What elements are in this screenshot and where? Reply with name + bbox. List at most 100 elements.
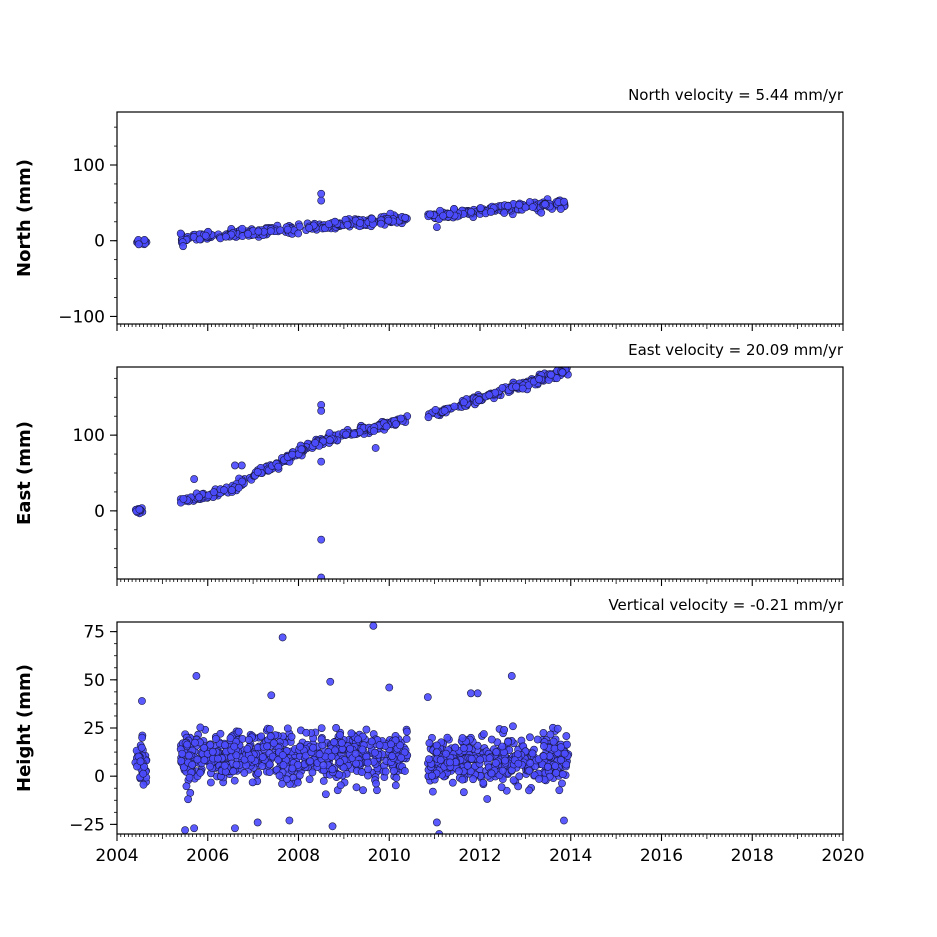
data-point [485,391,494,399]
data-point [184,795,192,804]
data-point [278,751,287,760]
data-point [275,771,284,780]
data-point [285,816,294,825]
data-point [278,779,286,788]
data-point [440,406,449,415]
data-point [473,689,482,698]
data-point [358,768,366,777]
data-point [549,737,558,746]
data-point [546,730,555,739]
data-point [479,730,488,738]
data-point [237,461,246,470]
data-point [391,781,400,790]
data-point [176,229,185,238]
x-tick-label: 2014 [549,846,592,866]
data-point [458,775,467,784]
y-tick-label: 25 [83,719,105,739]
data-point [498,384,507,392]
data-point [191,738,199,747]
data-point [550,744,559,753]
data-point [265,725,274,733]
data-point [526,733,534,742]
data-point [265,768,274,776]
data-point [278,633,287,642]
x-ticks [116,834,844,841]
data-point [328,822,337,831]
data-point [526,759,535,768]
data-point [539,752,548,761]
y-tick-label: 0 [94,767,105,787]
data-point [432,741,441,750]
data-point [196,723,205,732]
y-tick-label: 75 [83,623,105,643]
data-point [501,756,509,765]
data-point [432,223,441,231]
data-point [397,753,406,762]
data-point [558,770,567,779]
data-point [364,765,372,774]
data-point [136,757,145,766]
data-point [231,461,239,470]
data-point [450,402,459,411]
data-point [317,407,326,415]
data-point [351,749,360,758]
data-point [209,488,218,497]
data-point [514,759,523,768]
data-point [244,735,253,744]
data-point [487,769,496,778]
data-point [425,739,434,747]
data-point [331,217,339,226]
data-point [504,737,512,746]
data-point [230,776,239,785]
data-point [562,760,571,769]
data-point [507,672,516,680]
data-point [543,762,552,771]
data-point [547,370,555,379]
data-point [196,768,205,777]
data-point [269,739,278,748]
data-point [347,729,356,738]
velocity-title: North velocity = 5.44 mm/yr [628,86,844,104]
data-point [436,756,445,764]
data-point [369,622,378,630]
data-point [317,535,326,544]
data-point [179,242,187,251]
data-point [234,483,243,492]
data-point [247,754,256,763]
data-point [254,227,263,236]
x-tick-label: 2016 [640,846,683,866]
data-point [331,746,339,755]
x-tick-label: 2020 [821,846,864,866]
data-point [424,413,433,422]
data-point [134,240,143,249]
data-point [396,741,404,750]
data-point [524,381,533,390]
data-point [514,782,523,791]
data-point [497,783,506,792]
data-point [282,775,291,784]
data-point [337,739,346,747]
data-point [266,227,275,236]
data-point [492,748,501,756]
data-point [258,753,267,762]
data-point [432,748,441,757]
data-point [317,735,326,744]
data-point [371,444,380,452]
x-tick-label: 2018 [731,846,774,866]
data-point [352,783,361,792]
data-point [535,775,543,783]
y-tick-label: −25 [69,815,105,835]
data-point [498,766,507,775]
data-point [371,748,379,757]
data-point [392,774,401,782]
data-point [179,494,188,503]
data-point [288,764,297,773]
data-point [238,224,247,233]
data-point [533,735,542,744]
y-tick-label: 100 [73,156,105,176]
data-point [243,745,252,753]
data-point [439,211,448,220]
data-point [375,741,384,749]
x-ticks [116,579,844,586]
data-point [283,724,292,733]
